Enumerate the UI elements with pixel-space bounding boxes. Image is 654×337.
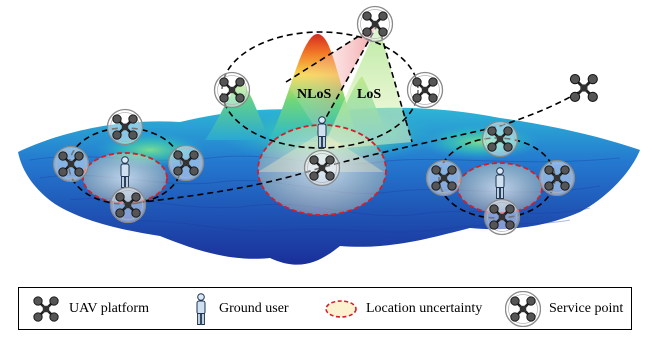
legend: UAV platform Ground user Location uncert… [18, 287, 632, 330]
scene-diagram: NLoS LoS [18, 0, 640, 265]
service-point-right-west [427, 161, 462, 196]
service-point-center-top [358, 7, 393, 42]
terrain-hill-left [205, 80, 270, 140]
ground-user-icon [196, 292, 206, 325]
service-point-center-upper-left [215, 73, 250, 108]
legend-label-service-point: Service point [549, 300, 624, 316]
legend-label-location-uncertainty: Location uncertainty [366, 300, 483, 316]
uav-trajectory [127, 89, 583, 205]
service-point-left-west [54, 147, 89, 182]
blocked-ray [317, 23, 379, 133]
service-point-center-right [408, 73, 443, 108]
service-point-right-top [483, 122, 518, 157]
nlos-region [286, 24, 378, 132]
service-point-center-bottom [305, 151, 340, 186]
legend-item-location-uncertainty: Location uncertainty [324, 288, 482, 329]
legend-label-ground-user: Ground user [219, 300, 289, 316]
los-label: LoS [357, 87, 381, 102]
uncertainty-zone-left [82, 152, 168, 204]
uav-platform-icon [32, 294, 60, 323]
service-point-right-east [540, 161, 575, 196]
service-point-right-bottom [485, 200, 520, 235]
los-region [322, 24, 412, 150]
legend-item-uav-platform: UAV platform [31, 288, 149, 329]
legend-item-service-point: Service point [505, 288, 623, 329]
los-ray [377, 23, 413, 143]
uav-platform [568, 73, 599, 103]
nlos-label: NLoS [297, 87, 331, 102]
legend-item-ground-user: Ground user [191, 288, 289, 329]
service-point-left-east [169, 146, 204, 181]
location-uncertainty-icon [325, 299, 357, 318]
service-point-left-top [108, 110, 143, 145]
legend-label-uav-platform: UAV platform [69, 300, 149, 316]
service-point-left-bottom [111, 188, 146, 223]
service-point-icon [505, 291, 541, 327]
